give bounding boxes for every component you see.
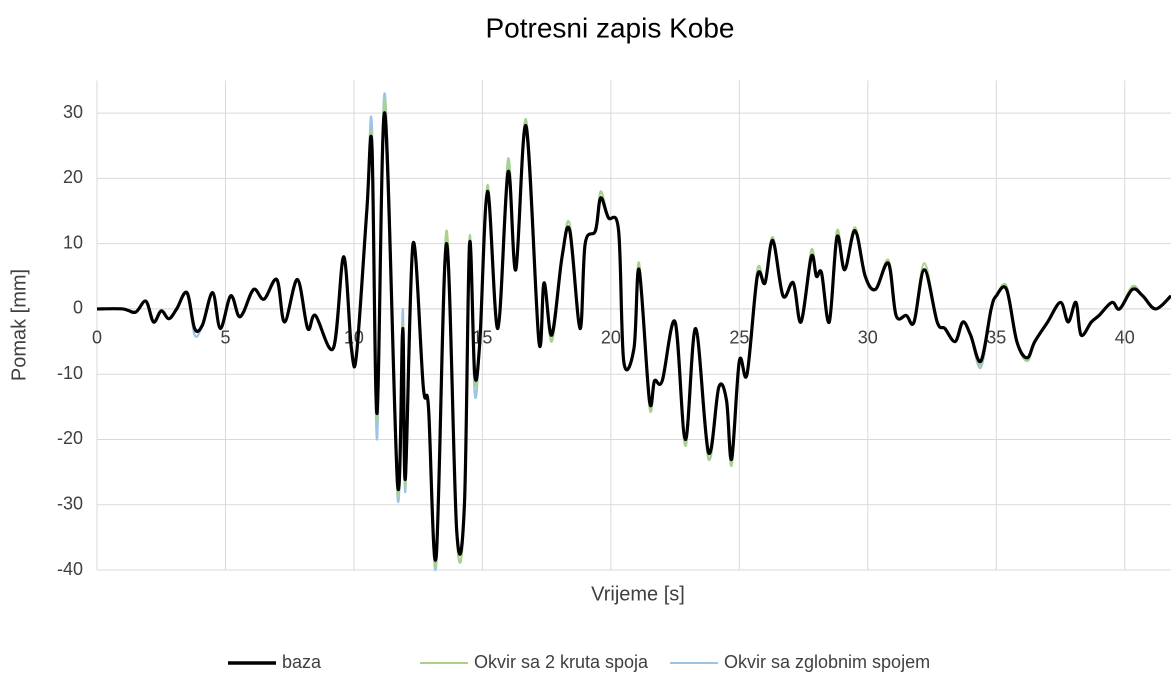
legend-label: Okvir sa zglobnim spojem	[724, 652, 930, 672]
x-tick-label: 10	[344, 328, 364, 348]
x-tick-label: 20	[601, 328, 621, 348]
y-tick-label: 20	[63, 167, 83, 187]
series-line	[96, 111, 1171, 562]
x-tick-label: 5	[220, 328, 230, 348]
y-tick-label: -30	[57, 493, 83, 513]
y-tick-label: 0	[73, 298, 83, 318]
x-tick-label: 30	[858, 328, 878, 348]
x-tick-label: 40	[1115, 328, 1135, 348]
x-axis-title: Vrijeme [s]	[591, 583, 685, 605]
y-tick-label: -40	[57, 559, 83, 579]
y-tick-label: 30	[63, 102, 83, 122]
x-tick-label: 0	[92, 328, 102, 348]
chart-title: Potresni zapis Kobe	[485, 12, 734, 43]
legend-label: baza	[282, 652, 322, 672]
legend-label: Okvir sa 2 kruta spoja	[474, 652, 649, 672]
y-axis-title: Pomak [mm]	[8, 269, 30, 381]
y-tick-label: -20	[57, 428, 83, 448]
x-tick-label: 25	[729, 328, 749, 348]
y-tick-label: -10	[57, 363, 83, 383]
x-tick-label: 15	[472, 328, 492, 348]
y-tick-label: 10	[63, 232, 83, 252]
x-tick-label: 35	[986, 328, 1006, 348]
